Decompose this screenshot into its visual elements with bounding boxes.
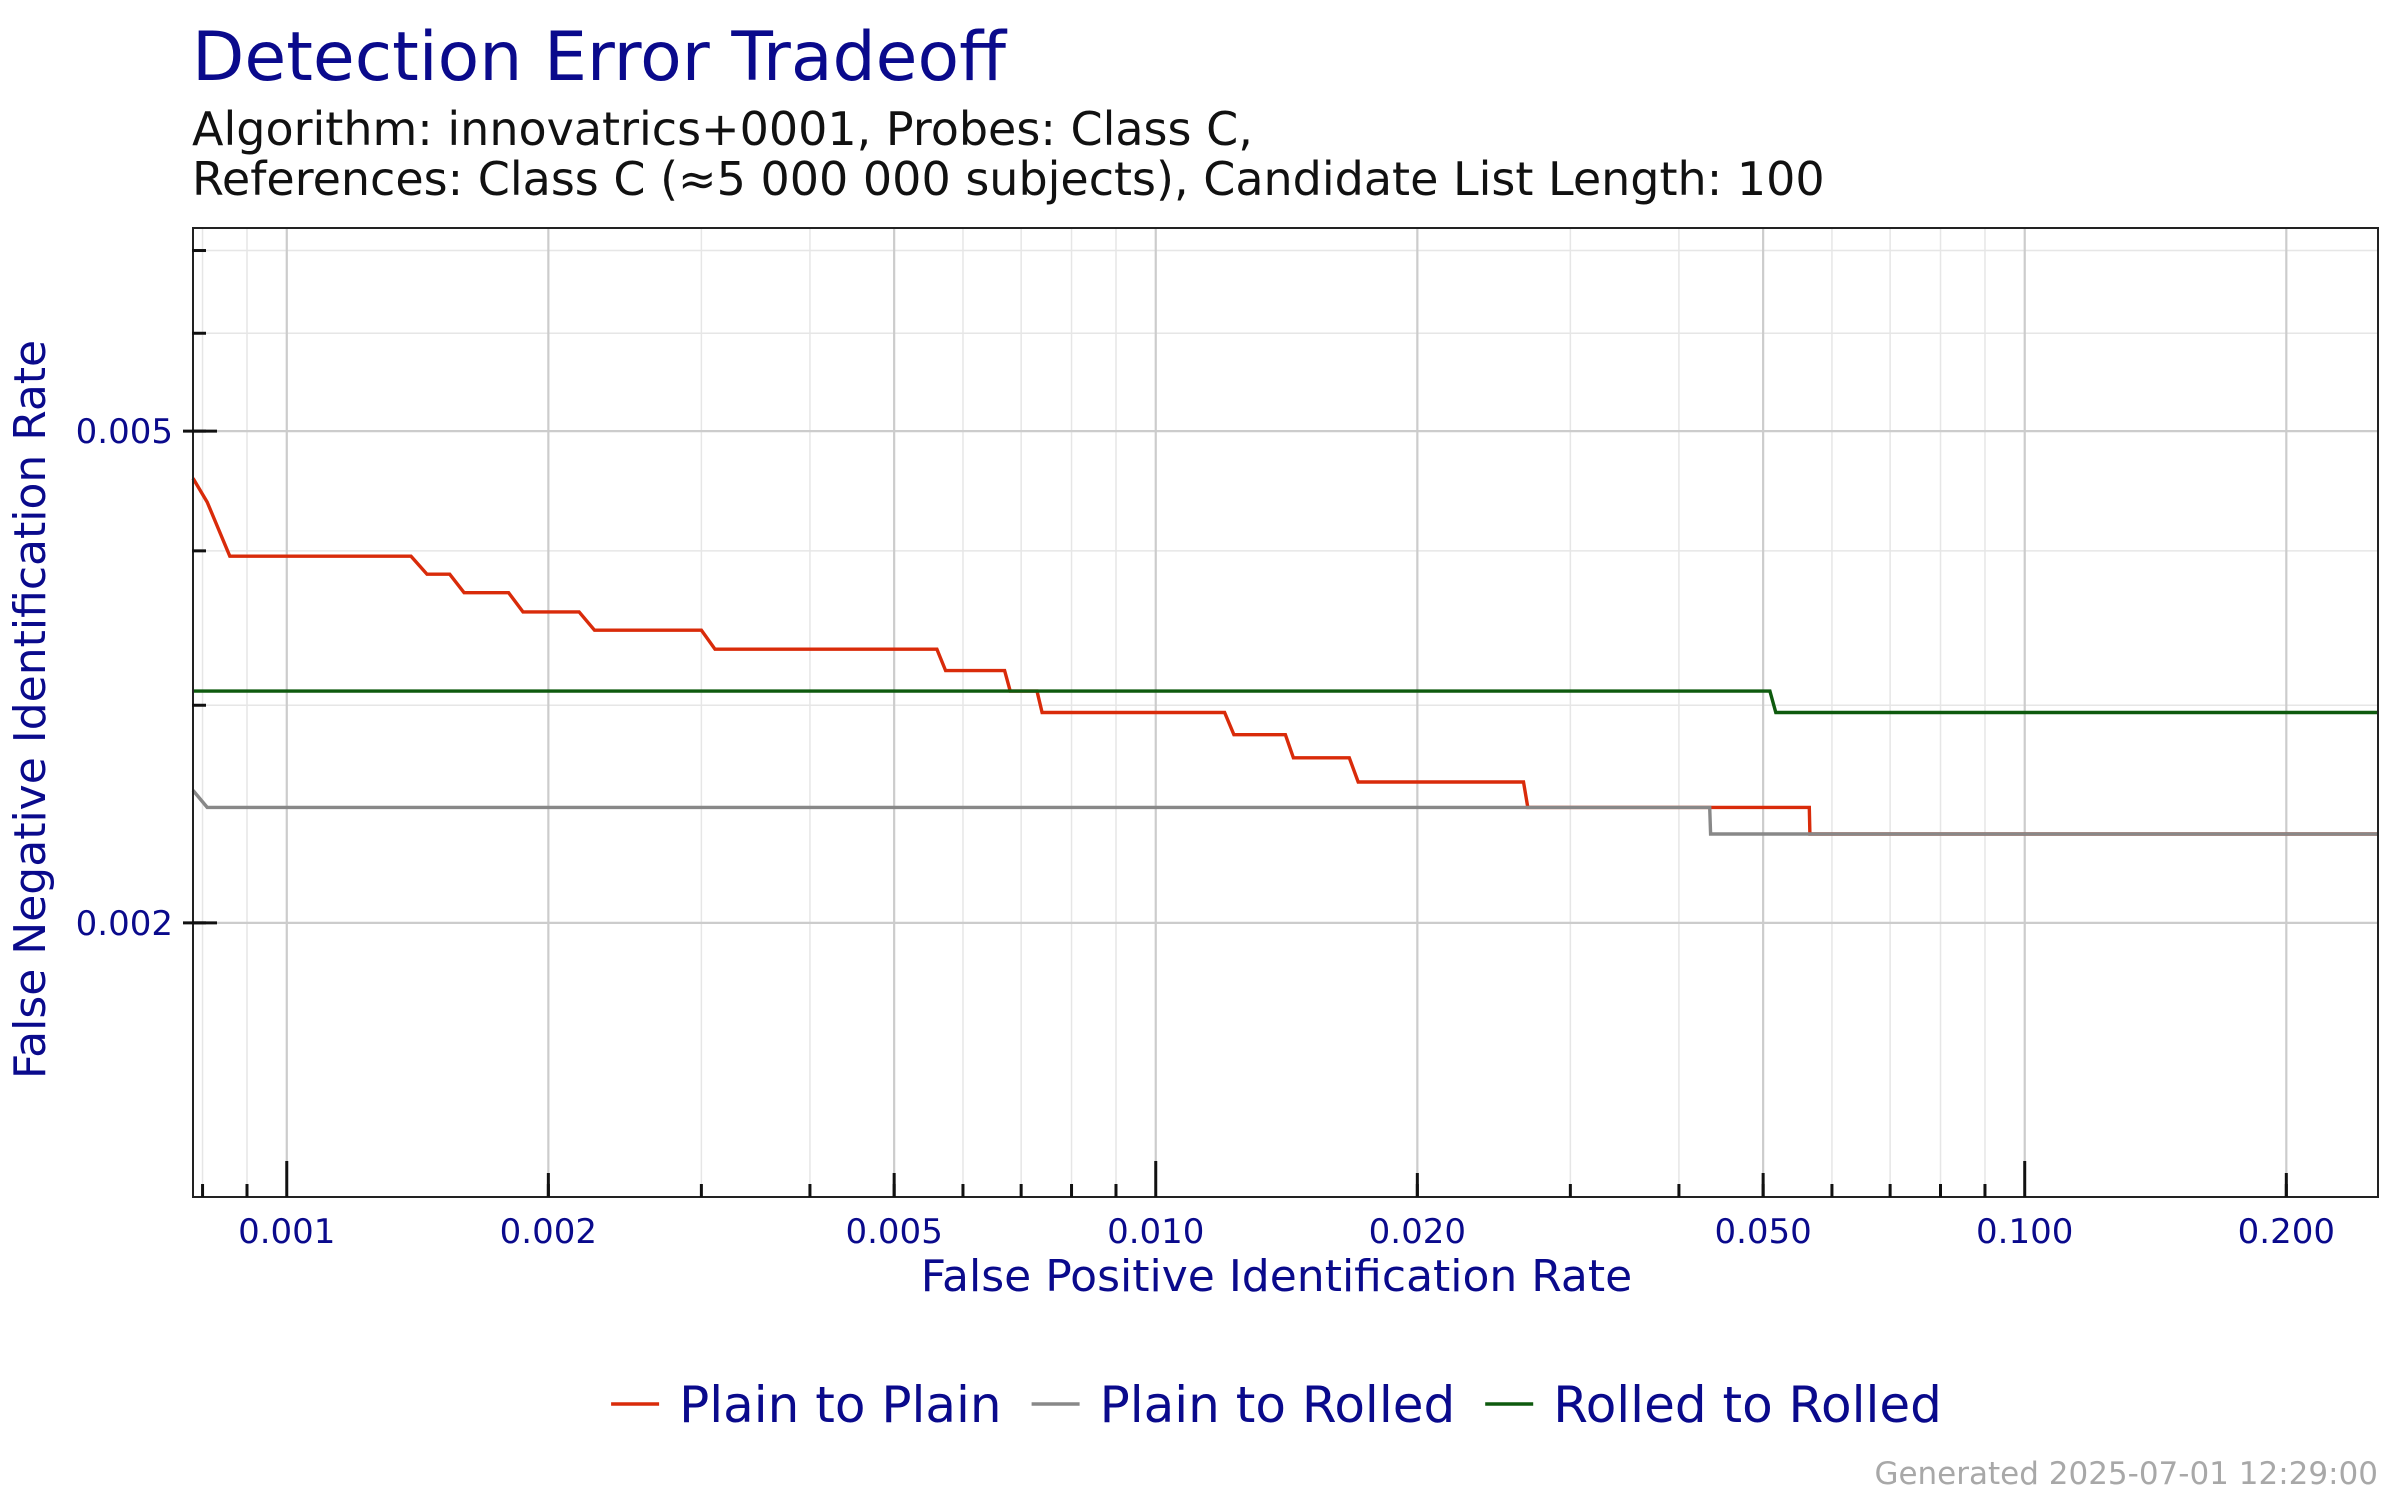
chart-subtitle-line-1: Algorithm: innovatrics+0001, Probes: Cla… <box>192 102 1253 156</box>
x-tick-label: 0.100 <box>1976 1212 2073 1252</box>
legend-label: Plain to Rolled <box>1100 1376 1456 1434</box>
chart-subtitle-line-2: References: Class C (≈5 000 000 subjects… <box>192 152 1825 206</box>
legend-label: Plain to Plain <box>679 1376 1002 1434</box>
x-axis-title: False Positive Identification Rate <box>921 1251 1632 1302</box>
x-tick-label: 0.002 <box>500 1212 597 1252</box>
plot-border <box>192 227 2379 1198</box>
legend-item: Rolled to Rolled <box>1485 1376 1942 1434</box>
x-tick-label: 0.010 <box>1107 1212 1204 1252</box>
legend-label: Rolled to Rolled <box>1553 1376 1942 1434</box>
x-tick-label: 0.005 <box>845 1212 942 1252</box>
series-line-plain-to-rolled <box>191 789 2378 836</box>
generated-timestamp: Generated 2025-07-01 12:29:00 <box>1874 1456 2378 1492</box>
x-tick-label: 0.050 <box>1714 1212 1811 1252</box>
x-tick-label: 0.200 <box>2238 1212 2335 1252</box>
legend-item: Plain to Rolled <box>1031 1376 1456 1434</box>
chart-legend: Plain to Plain Plain to Rolled Rolled to R… <box>611 1376 1942 1434</box>
legend-item: Plain to Plain <box>611 1376 1002 1434</box>
series-line-rolled-to-rolled <box>193 689 2378 715</box>
y-tick-label: 0.005 <box>76 412 173 452</box>
x-tick-label: 0.001 <box>238 1212 335 1252</box>
y-axis-title: False Negative Identification Rate <box>5 340 56 1079</box>
y-tick-label: 0.002 <box>76 904 173 944</box>
chart-title: Detection Error Tradeoff <box>192 18 1006 97</box>
x-tick-label: 0.020 <box>1369 1212 1466 1252</box>
series-line-plain-to-plain <box>191 477 2378 836</box>
